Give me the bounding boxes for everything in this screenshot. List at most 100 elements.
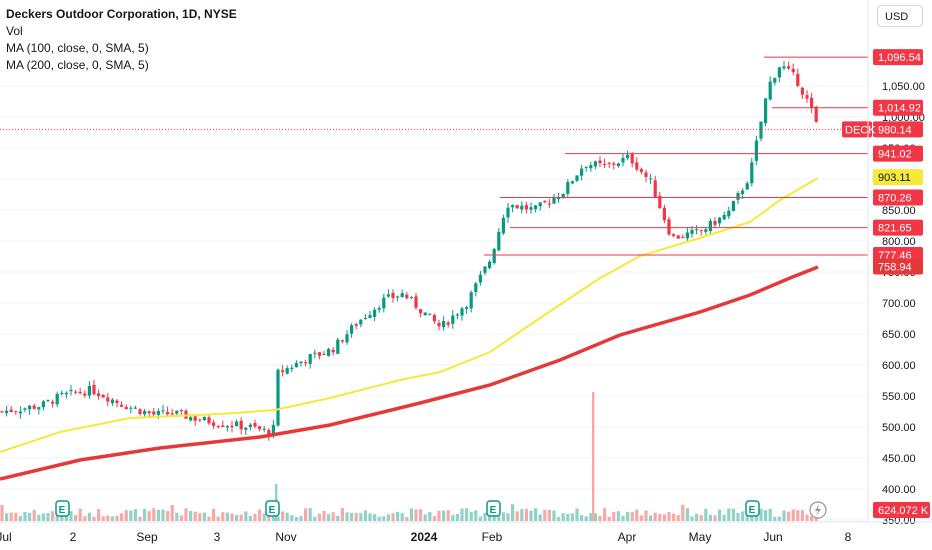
candle-body	[538, 202, 542, 207]
candle-body	[294, 363, 298, 368]
volume-bar	[612, 511, 616, 521]
volume-bar	[800, 510, 804, 521]
volume-bar	[78, 508, 82, 521]
volume-bar	[478, 516, 482, 521]
candle-body	[368, 315, 372, 319]
volume-bar	[768, 508, 772, 521]
volume-bar	[570, 513, 574, 521]
candle-body	[110, 399, 114, 404]
volume-bar	[340, 508, 344, 521]
earnings-marker-icon	[745, 500, 760, 517]
volume-bar	[465, 508, 469, 521]
volume-bar	[170, 505, 174, 521]
ma100-line	[0, 177, 819, 453]
volume-bar	[161, 509, 165, 521]
volume-bar	[239, 514, 243, 521]
volume-bar	[216, 516, 220, 521]
volume-bar	[359, 513, 363, 521]
price-badge: 1,096.54	[878, 52, 921, 64]
candle-body	[239, 420, 243, 430]
volume-bar	[9, 512, 13, 521]
candle-body	[667, 219, 671, 235]
volume-bar	[534, 508, 538, 521]
candle-body	[644, 172, 648, 177]
volume-bar	[110, 516, 114, 521]
candle-body	[672, 234, 676, 236]
volume-bar	[368, 513, 372, 521]
candle-body	[419, 309, 423, 314]
price-badge-bg	[873, 121, 923, 138]
candle-body	[437, 322, 441, 327]
candle-body	[198, 419, 202, 421]
x-axis-tick-label: May	[689, 530, 712, 544]
volume-bar	[455, 513, 459, 521]
candle-body	[396, 296, 400, 298]
candle-body	[685, 232, 689, 239]
volume-bar	[754, 514, 758, 521]
candle-body	[373, 309, 377, 317]
candle-body	[547, 203, 551, 205]
volume-spike	[592, 392, 595, 521]
candle-body	[612, 163, 616, 165]
candle-body	[754, 140, 758, 161]
price-badge: 980.14	[878, 124, 912, 136]
volume-bar	[810, 516, 814, 521]
candle-body	[483, 266, 487, 273]
candle-body	[708, 220, 712, 232]
volume-bar	[777, 516, 781, 521]
currency-button[interactable]: USD	[877, 5, 923, 27]
volume-bar	[313, 516, 317, 521]
volume-bar	[552, 510, 556, 521]
candle-body	[777, 67, 781, 78]
volume-bar	[179, 515, 183, 521]
volume-bar	[791, 509, 795, 521]
candle-body	[359, 319, 363, 325]
candle-body	[520, 205, 524, 210]
candle-body	[64, 392, 68, 395]
volume-bar	[414, 509, 418, 521]
candle-body	[529, 207, 533, 210]
volume-bar	[745, 514, 749, 521]
volume-bar	[672, 513, 676, 521]
candle-body	[598, 160, 602, 164]
candle-body	[138, 409, 142, 414]
price-badge: 870.26	[878, 192, 912, 204]
volume-bar	[74, 515, 78, 521]
candle-body	[552, 197, 556, 204]
volume-bar	[253, 513, 257, 521]
candle-body	[37, 407, 41, 410]
volume-bar	[258, 509, 262, 521]
candle-body	[589, 165, 593, 169]
earnings-marker-icon	[55, 500, 70, 517]
volume-bar	[101, 516, 105, 521]
volume-bar	[189, 511, 193, 521]
volume-bar	[501, 512, 505, 521]
candle-body	[681, 236, 685, 238]
candle-body	[28, 405, 32, 410]
candle-body	[14, 411, 18, 413]
candle-body	[5, 410, 9, 414]
candle-body	[69, 389, 73, 392]
volume-bar	[695, 513, 699, 521]
volume-bar	[446, 510, 450, 521]
volume-bar	[386, 514, 390, 521]
candle-body	[492, 248, 496, 264]
candle-body	[0, 411, 4, 413]
volume-bar	[202, 512, 206, 521]
volume-bar	[764, 510, 768, 521]
candle-body	[129, 407, 133, 409]
volume-bar	[787, 511, 791, 521]
volume-bar	[115, 515, 119, 521]
x-axis-tick-label: 2024	[411, 530, 438, 544]
candle-body	[230, 425, 234, 428]
y-axis-tick-label: 700.00	[882, 298, 916, 310]
volume-bar	[133, 509, 137, 521]
symbol-tag: DECK	[845, 124, 876, 136]
candle-body	[630, 153, 634, 164]
candle-body	[221, 425, 225, 427]
volume-bar	[658, 514, 662, 521]
candle-body	[800, 87, 804, 95]
candle-body	[616, 163, 620, 167]
candle-body	[561, 194, 565, 197]
